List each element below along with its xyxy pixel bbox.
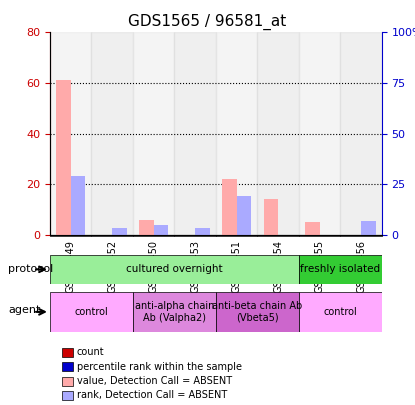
Text: rank, Detection Call = ABSENT: rank, Detection Call = ABSENT (77, 390, 227, 400)
FancyBboxPatch shape (216, 292, 299, 332)
Bar (237, 196, 251, 235)
Bar (305, 222, 320, 235)
Text: agent: agent (8, 305, 41, 315)
Bar (361, 221, 376, 235)
Bar (264, 200, 278, 235)
Text: value, Detection Call = ABSENT: value, Detection Call = ABSENT (77, 376, 232, 386)
Text: count: count (77, 347, 105, 357)
Text: control: control (323, 307, 357, 317)
Text: protocol: protocol (8, 264, 54, 274)
Bar (257, 32, 299, 235)
Text: cultured overnight: cultured overnight (126, 264, 222, 274)
Bar (340, 32, 382, 235)
FancyBboxPatch shape (216, 235, 257, 236)
Text: percentile rank within the sample: percentile rank within the sample (77, 362, 242, 371)
Bar (154, 225, 168, 235)
Text: control: control (74, 307, 108, 317)
FancyBboxPatch shape (299, 235, 340, 236)
Text: freshly isolated: freshly isolated (300, 264, 381, 274)
Text: anti-alpha chain
Ab (Valpha2): anti-alpha chain Ab (Valpha2) (134, 301, 214, 323)
Text: GDS1565 / 96581_at: GDS1565 / 96581_at (128, 14, 287, 30)
FancyBboxPatch shape (340, 235, 382, 236)
Bar (91, 32, 133, 235)
FancyBboxPatch shape (133, 292, 216, 332)
Bar (71, 176, 85, 235)
Bar (139, 220, 154, 235)
Bar (50, 32, 91, 235)
Bar (222, 179, 237, 235)
FancyBboxPatch shape (50, 255, 299, 284)
Bar (174, 32, 216, 235)
FancyBboxPatch shape (133, 235, 174, 236)
FancyBboxPatch shape (299, 292, 382, 332)
Bar (195, 228, 210, 235)
Bar (216, 32, 257, 235)
Bar (112, 228, 127, 235)
Bar (299, 32, 340, 235)
Bar (133, 32, 174, 235)
FancyBboxPatch shape (257, 235, 299, 236)
Text: anti-beta chain Ab
(Vbeta5): anti-beta chain Ab (Vbeta5) (212, 301, 303, 323)
FancyBboxPatch shape (91, 235, 133, 236)
Bar (56, 81, 71, 235)
FancyBboxPatch shape (50, 292, 133, 332)
FancyBboxPatch shape (299, 255, 382, 284)
FancyBboxPatch shape (174, 235, 216, 236)
FancyBboxPatch shape (50, 235, 91, 236)
